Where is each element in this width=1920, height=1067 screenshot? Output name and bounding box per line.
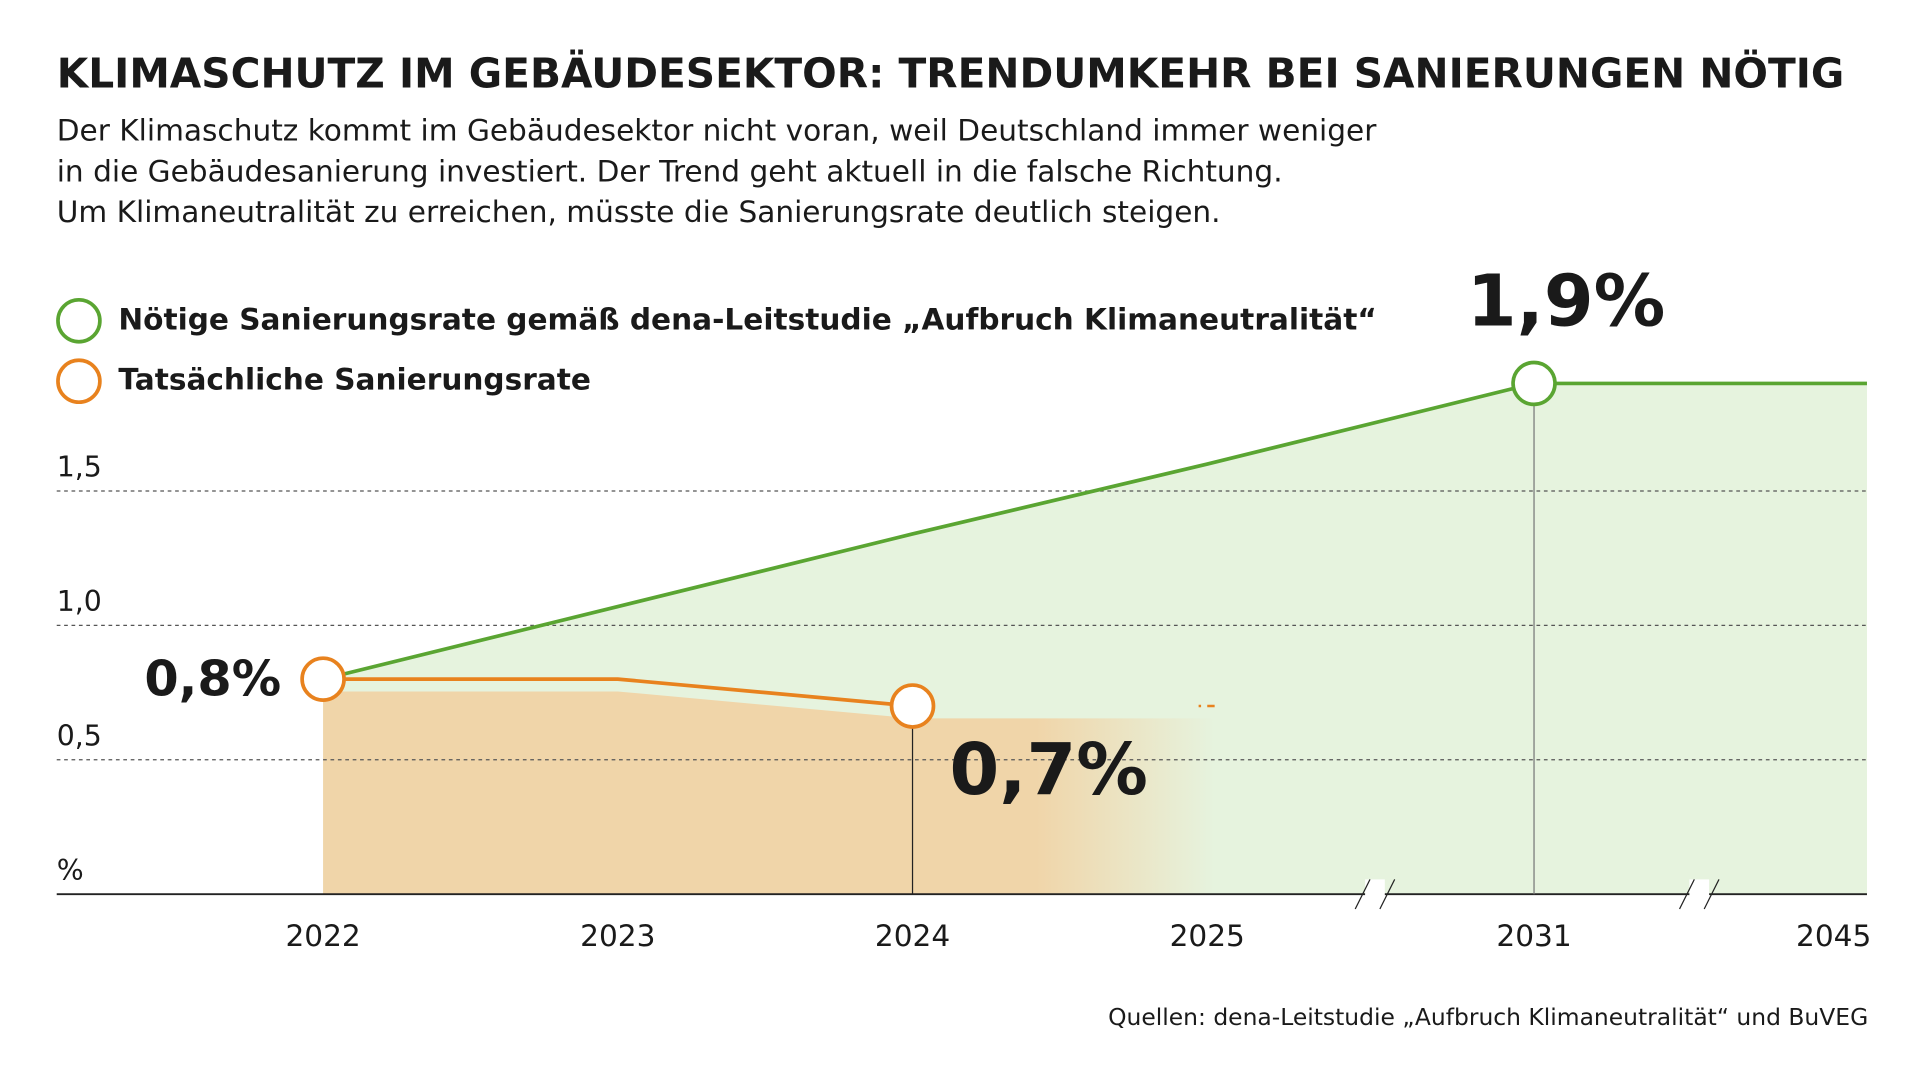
subtitle: in die Gebäudesanierung investiert. Der … xyxy=(57,154,1283,188)
point-marker xyxy=(889,683,936,729)
subtitle: Um Klimaneutralität zu erreichen, müsste… xyxy=(57,195,1221,229)
x-tick-label: 2024 xyxy=(875,919,950,953)
y-tick-label: 1,5 xyxy=(57,451,102,484)
point-marker xyxy=(300,656,346,702)
x-tick-label: 2025 xyxy=(1170,919,1245,953)
axis-break xyxy=(1379,879,1396,910)
area-fill xyxy=(323,691,1215,895)
axis-break xyxy=(1365,879,1385,909)
point-marker xyxy=(1511,360,1557,407)
y-tick-label: 1,0 xyxy=(57,585,102,618)
series-line xyxy=(322,381,1867,681)
source: Quellen: dena-Leitstudie „Aufbruch Klima… xyxy=(1108,1003,1868,1031)
value-label: 0,8% xyxy=(144,650,281,708)
axis-break xyxy=(1678,879,1695,910)
legend-marker xyxy=(56,358,102,405)
axis-break xyxy=(1689,879,1710,909)
x-tick-label: 2031 xyxy=(1496,919,1571,953)
y-tick-label: 0,5 xyxy=(57,720,102,753)
series-line xyxy=(323,677,913,708)
axis-break xyxy=(1354,879,1371,910)
y-tick-label: % xyxy=(57,854,84,887)
legend-marker xyxy=(56,297,102,344)
x-tick-label: 2023 xyxy=(580,919,655,953)
subtitle: Der Klimaschutz kommt im Gebäudesektor n… xyxy=(57,114,1378,148)
legend-label: Tatsächliche Sanierungsrate xyxy=(118,363,591,397)
value-label: 0,7% xyxy=(950,728,1148,811)
value-label: 1,9% xyxy=(1467,260,1665,343)
x-tick-label: 2045 xyxy=(1796,919,1871,953)
axis-break xyxy=(1703,879,1720,910)
legend-label: Nötige Sanierungsrate gemäß dena-Leitstu… xyxy=(118,302,1376,336)
chart-title: KLIMASCHUTZ IM GEBÄUDESEKTOR: TRENDUMKEH… xyxy=(57,50,1845,98)
x-tick-label: 2022 xyxy=(285,919,360,953)
